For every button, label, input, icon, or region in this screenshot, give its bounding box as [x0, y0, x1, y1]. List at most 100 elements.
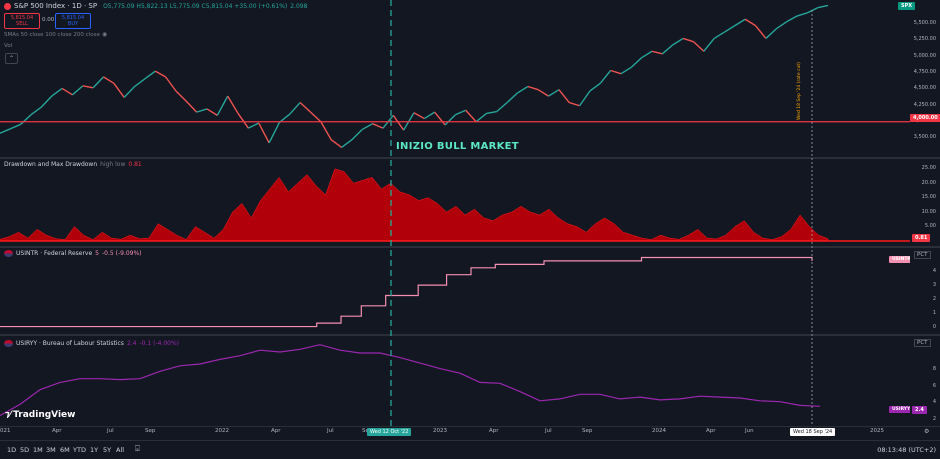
- price-candle-segment: [258, 122, 270, 144]
- price-candle-segment: [486, 110, 497, 115]
- drawdown-chart: [0, 168, 910, 242]
- sma-indicator-label[interactable]: SMAs 50 close 100 close 200 close: [4, 32, 100, 38]
- price-candle-segment: [724, 25, 736, 33]
- pane-separator[interactable]: [0, 157, 940, 159]
- price-candle-segment: [40, 95, 53, 108]
- price-candle-segment: [517, 85, 529, 94]
- price-candle-segment: [620, 66, 632, 75]
- fed-tick-label: 4: [932, 268, 936, 274]
- clock-time[interactable]: 08:13:48 (UTC+2): [877, 446, 936, 454]
- price-candle-segment: [527, 85, 539, 91]
- price-candle-segment: [30, 106, 42, 116]
- pane-separator[interactable]: [0, 246, 940, 248]
- fed-tick-label: 1: [932, 310, 936, 316]
- time-axis-settings-icon[interactable]: ⚙: [924, 428, 930, 435]
- price-pane[interactable]: S&P 500 Index · 1D · SP O5,775.09 H5,822…: [0, 0, 910, 157]
- tradingview-brand: TradingView: [13, 410, 76, 420]
- sell-label: SELL: [16, 21, 28, 27]
- price-candle-segment: [713, 31, 725, 40]
- price-candle-segment: [185, 100, 198, 113]
- timeframe-button-1d[interactable]: 1D: [7, 446, 17, 454]
- timeframe-button-ytd[interactable]: YTD: [73, 446, 86, 454]
- price-tick-label: 5,250.00: [913, 36, 936, 43]
- pane-separator[interactable]: [0, 334, 940, 336]
- buy-price: 5,815.04: [61, 15, 85, 21]
- price-candle-segment: [703, 38, 715, 52]
- price-candle-segment: [765, 28, 777, 39]
- sell-button[interactable]: 5,815.04 SELL: [4, 13, 40, 29]
- price-tick-label: 3,500.00: [913, 134, 936, 141]
- drawdown-legend[interactable]: Drawdown and Max Drawdown high low 0.81: [4, 161, 142, 168]
- timeframe-button-3m[interactable]: 3M: [46, 446, 56, 454]
- time-axis-label: Apr: [706, 428, 716, 434]
- cpi-chart: [0, 344, 821, 417]
- price-candle-segment: [216, 95, 229, 116]
- drawdown-pane[interactable]: Drawdown and Max Drawdown high low 0.81: [0, 159, 910, 246]
- price-candle-segment: [206, 108, 218, 116]
- drawdown-tick-label: 20.00: [921, 179, 936, 186]
- price-candle-segment: [786, 15, 798, 23]
- price-candle-segment: [196, 108, 208, 113]
- price-candle-segment: [506, 92, 518, 104]
- drawdown-tick-label: 25.00: [921, 165, 936, 171]
- cpi-pane[interactable]: USIRYY · Bureau of Labour Statistics 2.4…: [0, 336, 914, 426]
- price-candle-segment: [61, 87, 73, 96]
- price-candle-segment: [434, 111, 446, 126]
- timeframe-button-6m[interactable]: 6M: [60, 446, 70, 454]
- timeframe-button-1y[interactable]: 1Y: [90, 446, 99, 454]
- cpi-axis[interactable]: PCT 8 6 4 2 2.4: [910, 336, 940, 426]
- cpi-unit-label[interactable]: PCT: [914, 339, 931, 347]
- fed-legend[interactable]: USINTR · Federal Reserve 5 -0.5 (-9.09%): [4, 250, 142, 257]
- price-candle-segment: [641, 50, 653, 59]
- eye-icon[interactable]: ◉: [102, 31, 108, 38]
- price-candle-segment: [20, 114, 32, 125]
- price-candle-segment: [579, 90, 591, 107]
- time-axis-label: Apr: [271, 428, 281, 434]
- date-range-icon[interactable]: ⌺: [135, 444, 140, 453]
- cpi-tick-label: 6: [932, 382, 936, 389]
- fed-symbol-tag: USINTR: [889, 256, 914, 263]
- price-candle-segment: [817, 4, 829, 9]
- vol-indicator-label[interactable]: Vol: [4, 43, 13, 49]
- fed-params: 5: [95, 250, 99, 257]
- price-candle-segment: [154, 70, 166, 78]
- drawdown-axis[interactable]: 25.00 20.00 15.00 10.00 5.00 0.81: [910, 159, 940, 246]
- price-candle-segment: [165, 76, 177, 92]
- price-tick-label: 5,000.00: [913, 52, 936, 59]
- price-candle-segment: [630, 57, 643, 68]
- price-candle-segment: [537, 89, 549, 97]
- time-axis[interactable]: [0, 426, 940, 441]
- price-candle-segment: [744, 18, 756, 27]
- rate-cut-note[interactable]: Wed 18 Sep '24 (rate cut): [797, 62, 802, 120]
- bull-market-annotation[interactable]: INIZIO BULL MARKET: [396, 141, 519, 152]
- tradingview-logo[interactable]: ⁊⁄ TradingView: [5, 410, 75, 420]
- time-axis-label: 2025: [870, 428, 884, 434]
- drawdown-params: high low: [100, 161, 126, 168]
- fed-axis[interactable]: PCT 4 3 2 1 0: [910, 248, 940, 334]
- timeframe-button-1m[interactable]: 1M: [33, 446, 43, 454]
- time-axis-label: 021: [0, 428, 11, 434]
- price-candle-segment: [320, 121, 332, 141]
- fed-unit-label[interactable]: PCT: [914, 251, 931, 259]
- time-axis-label: Sep: [582, 428, 593, 434]
- price-axis[interactable]: SPX 5,500.00 5,250.00 5,000.00 4,750.00 4,50…: [898, 0, 940, 157]
- price-candle-segment: [455, 109, 467, 116]
- timeframe-button-5y[interactable]: 5Y: [103, 446, 112, 454]
- timeframe-button-5d[interactable]: 5D: [20, 446, 30, 454]
- fed-rate-pane[interactable]: USINTR · Federal Reserve 5 -0.5 (-9.09%)…: [0, 248, 914, 334]
- drawdown-value: 0.81: [128, 161, 142, 168]
- price-candle-segment: [806, 7, 818, 14]
- timeframe-button-all[interactable]: All: [116, 446, 125, 454]
- cpi-params: 2.4: [126, 340, 137, 347]
- price-candle-segment: [341, 139, 353, 148]
- price-candle-segment: [10, 123, 21, 130]
- price-candle-segment: [548, 89, 560, 97]
- buy-button[interactable]: 5,815.04 BUY: [55, 13, 91, 29]
- collapse-chevron-icon[interactable]: ⌃: [5, 53, 18, 64]
- price-candle-segment: [413, 112, 425, 120]
- price-candle-segment: [310, 111, 322, 123]
- symbol-title[interactable]: S&P 500 Index · 1D · SP: [14, 2, 98, 10]
- price-chart[interactable]: [0, 0, 910, 157]
- buy-label: BUY: [67, 21, 79, 27]
- cpi-legend[interactable]: USIRYY · Bureau of Labour Statistics 2.4…: [4, 340, 179, 347]
